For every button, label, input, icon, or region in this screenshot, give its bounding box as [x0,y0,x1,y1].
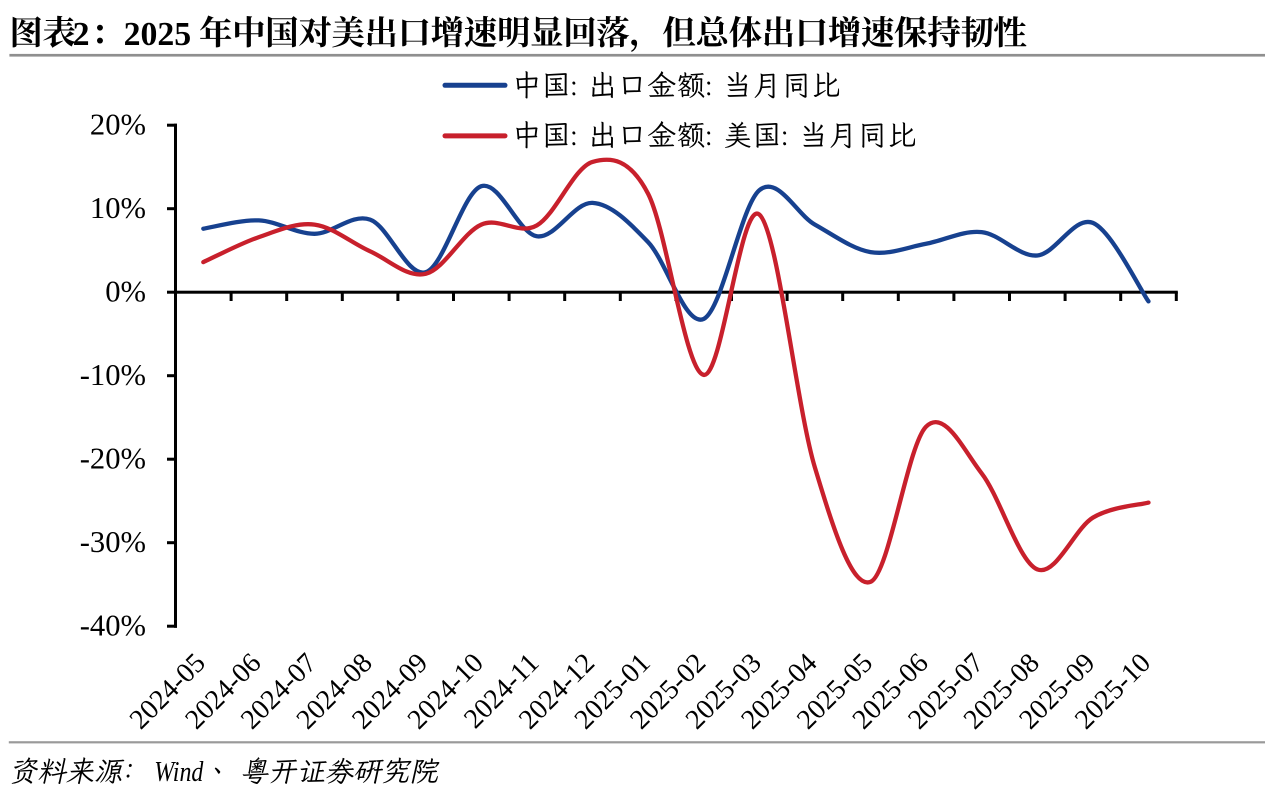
svg-text:20%: 20% [90,108,146,142]
svg-text:2: 2 [73,16,90,53]
svg-text:-20%: -20% [80,442,146,476]
svg-text:2025: 2025 [124,16,192,53]
svg-text:-10%: -10% [80,358,146,392]
svg-text:-30%: -30% [80,525,146,559]
svg-text:Wind: Wind [154,756,204,787]
svg-text:-40%: -40% [80,609,146,643]
svg-text:10%: 10% [90,191,146,225]
svg-text:0%: 0% [105,275,146,309]
